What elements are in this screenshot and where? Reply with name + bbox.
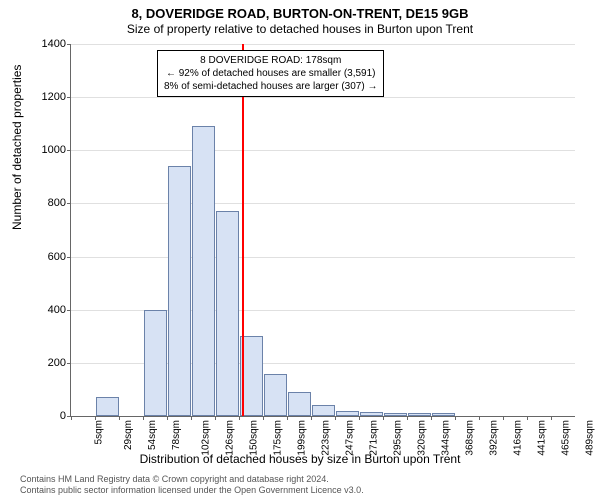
x-tick-label: 392sqm bbox=[489, 420, 500, 456]
x-tick-mark bbox=[407, 416, 408, 420]
y-tick-label: 200 bbox=[26, 357, 71, 369]
histogram-bar bbox=[432, 413, 455, 416]
x-tick-label: 320sqm bbox=[417, 420, 428, 456]
x-tick-mark bbox=[215, 416, 216, 420]
x-tick-label: 175sqm bbox=[273, 420, 284, 456]
x-tick-mark bbox=[119, 416, 120, 420]
x-tick-mark bbox=[263, 416, 264, 420]
x-tick-label: 489sqm bbox=[585, 420, 596, 456]
histogram-bar bbox=[96, 397, 119, 416]
plot-area: 8 DOVERIDGE ROAD: 178sqm ← 92% of detach… bbox=[70, 44, 575, 417]
y-tick-mark bbox=[67, 203, 71, 204]
x-tick-label: 102sqm bbox=[201, 420, 212, 456]
x-tick-mark bbox=[479, 416, 480, 420]
histogram-bar bbox=[384, 413, 407, 416]
x-tick-mark bbox=[503, 416, 504, 420]
y-tick-label: 1200 bbox=[26, 91, 71, 103]
x-tick-mark bbox=[143, 416, 144, 420]
footer-attribution: Contains HM Land Registry data © Crown c… bbox=[20, 474, 364, 496]
footer-line-2: Contains public sector information licen… bbox=[20, 485, 364, 495]
y-axis-label: Number of detached properties bbox=[10, 65, 24, 230]
x-tick-label: 441sqm bbox=[537, 420, 548, 456]
x-tick-label: 247sqm bbox=[345, 420, 356, 456]
x-tick-mark bbox=[287, 416, 288, 420]
histogram-bar bbox=[216, 211, 239, 416]
y-tick-label: 400 bbox=[26, 304, 71, 316]
y-tick-mark bbox=[67, 363, 71, 364]
y-tick-mark bbox=[67, 310, 71, 311]
y-tick-mark bbox=[67, 257, 71, 258]
x-tick-mark bbox=[167, 416, 168, 420]
x-tick-mark bbox=[455, 416, 456, 420]
x-tick-label: 368sqm bbox=[465, 420, 476, 456]
chart-title-sub: Size of property relative to detached ho… bbox=[0, 22, 600, 36]
x-tick-label: 78sqm bbox=[171, 420, 182, 450]
gridline bbox=[71, 150, 575, 151]
x-tick-label: 126sqm bbox=[225, 420, 236, 456]
x-tick-label: 465sqm bbox=[561, 420, 572, 456]
y-tick-label: 0 bbox=[26, 410, 71, 422]
y-tick-mark bbox=[67, 44, 71, 45]
gridline bbox=[71, 44, 575, 45]
x-tick-mark bbox=[527, 416, 528, 420]
chart-title-main: 8, DOVERIDGE ROAD, BURTON-ON-TRENT, DE15… bbox=[0, 6, 600, 21]
annotation-line-1: 8 DOVERIDGE ROAD: 178sqm bbox=[164, 54, 377, 67]
histogram-bar bbox=[144, 310, 167, 416]
x-tick-mark bbox=[431, 416, 432, 420]
x-tick-mark bbox=[311, 416, 312, 420]
histogram-bar bbox=[336, 411, 359, 416]
histogram-bar bbox=[264, 374, 287, 417]
y-tick-label: 1400 bbox=[26, 38, 71, 50]
x-tick-label: 295sqm bbox=[393, 420, 404, 456]
x-tick-mark bbox=[71, 416, 72, 420]
x-tick-mark bbox=[551, 416, 552, 420]
x-tick-label: 150sqm bbox=[249, 420, 260, 456]
annotation-line-3: 8% of semi-detached houses are larger (3… bbox=[164, 80, 377, 93]
histogram-bar bbox=[408, 413, 431, 416]
x-tick-mark bbox=[239, 416, 240, 420]
reference-line bbox=[242, 44, 244, 416]
gridline bbox=[71, 203, 575, 204]
x-axis-label: Distribution of detached houses by size … bbox=[0, 452, 600, 466]
x-tick-mark bbox=[191, 416, 192, 420]
y-tick-label: 800 bbox=[26, 197, 71, 209]
chart-container: 8, DOVERIDGE ROAD, BURTON-ON-TRENT, DE15… bbox=[0, 0, 600, 500]
x-tick-mark bbox=[359, 416, 360, 420]
y-tick-label: 1000 bbox=[26, 144, 71, 156]
x-tick-label: 271sqm bbox=[369, 420, 380, 456]
x-tick-mark bbox=[383, 416, 384, 420]
gridline bbox=[71, 257, 575, 258]
x-tick-mark bbox=[95, 416, 96, 420]
histogram-bar bbox=[288, 392, 311, 416]
y-tick-label: 600 bbox=[26, 251, 71, 263]
x-tick-label: 5sqm bbox=[93, 420, 104, 444]
x-tick-label: 344sqm bbox=[441, 420, 452, 456]
gridline bbox=[71, 97, 575, 98]
y-tick-mark bbox=[67, 97, 71, 98]
x-tick-label: 223sqm bbox=[321, 420, 332, 456]
x-tick-mark bbox=[335, 416, 336, 420]
histogram-bar bbox=[312, 405, 335, 416]
x-tick-label: 29sqm bbox=[123, 420, 134, 450]
histogram-bar bbox=[168, 166, 191, 416]
annotation-box: 8 DOVERIDGE ROAD: 178sqm ← 92% of detach… bbox=[157, 50, 384, 97]
y-tick-mark bbox=[67, 150, 71, 151]
histogram-bar bbox=[360, 412, 383, 416]
annotation-line-2: ← 92% of detached houses are smaller (3,… bbox=[164, 67, 377, 80]
x-tick-label: 416sqm bbox=[513, 420, 524, 456]
x-tick-label: 54sqm bbox=[147, 420, 158, 450]
footer-line-1: Contains HM Land Registry data © Crown c… bbox=[20, 474, 329, 484]
histogram-bar bbox=[192, 126, 215, 416]
x-tick-label: 199sqm bbox=[297, 420, 308, 456]
